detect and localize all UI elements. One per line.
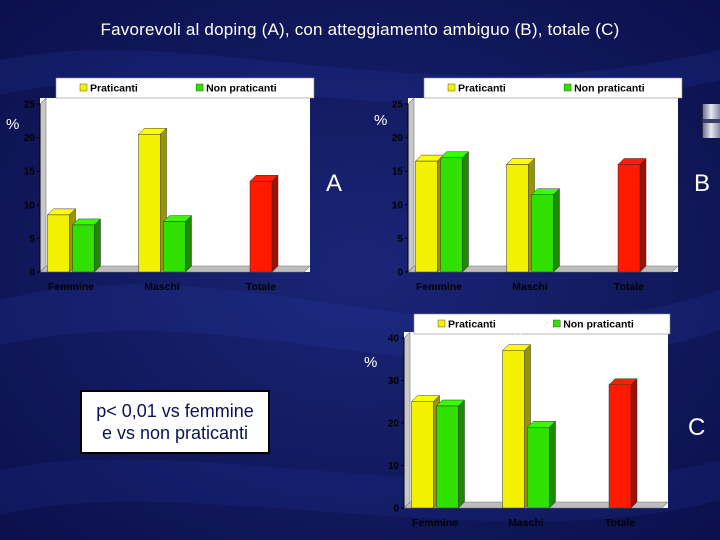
chart-c-bar-totale-totale-front [608, 384, 632, 509]
chart-a-bar-totale-totale-front [249, 181, 273, 273]
chart-a-ytick-label: 15 [24, 167, 36, 178]
chart-b-legend-swatch [563, 83, 572, 92]
chart-b-ytick-label: 0 [397, 268, 403, 279]
chart-a-bar-maschi-praticanti-front [138, 133, 161, 273]
chart-b-bar-femmine-non-praticanti-side [462, 151, 469, 273]
chart-b-bar-femmine-praticanti-front [415, 160, 438, 273]
chart-a-ytick-label: 20 [24, 133, 36, 144]
chart-a-bar-femmine-non-praticanti-front [72, 224, 95, 273]
chart-a-legend-swatch [79, 83, 88, 92]
percent-label-a: % [6, 116, 20, 133]
chart-a-ytick-label: 25 [24, 100, 36, 111]
chart-c-ytick-label: 10 [388, 461, 400, 472]
chart-c-bar-totale-totale-side [630, 378, 638, 509]
chart-c-category-label: Femmine [412, 517, 458, 529]
chart-c-bar-maschi-praticanti [501, 344, 532, 509]
chart-a-category-label: Maschi [144, 281, 180, 293]
chart-a-legend-label: Praticanti [90, 83, 138, 95]
chart-c-legend [413, 313, 671, 335]
percent-label-c: % [364, 354, 378, 371]
chart-c-bar-femmine-praticanti-front [411, 401, 434, 509]
chart-c-significance-annotation: ** [513, 330, 524, 346]
gift-box-icon [702, 104, 720, 138]
chart-b-bar-maschi-non-praticanti-side [553, 188, 560, 273]
chart-b-legend-label: Praticanti [458, 83, 506, 95]
chart-b-bar-femmine-non-praticanti-front [440, 157, 463, 273]
chart-b-ytick-label: 10 [392, 200, 404, 211]
chart-c-ytick-label: 0 [393, 504, 399, 515]
chart-b-legend-label: Non praticanti [574, 83, 645, 95]
chart-c-legend-label: Praticanti [448, 319, 496, 331]
percent-label-b: % [374, 112, 388, 129]
chart-b-ytick-label: 15 [392, 167, 404, 178]
chart-c-bar-femmine-non-praticanti-side [458, 399, 465, 509]
chart-b-category-label: Totale [614, 281, 644, 293]
chart-b-legend-swatch [447, 83, 456, 92]
chart-c-bar-femmine-non-praticanti-front [436, 405, 459, 509]
chart-a-legend [55, 77, 315, 99]
chart-b-bar-maschi-non-praticanti [530, 188, 561, 273]
chart-a-ytick-label: 10 [24, 200, 36, 211]
slide-title: Favorevoli al doping (A), con atteggiame… [100, 20, 620, 39]
chart-letter-b: B [694, 170, 711, 197]
chart-a-legend-label: Non praticanti [206, 83, 277, 95]
chart-c-category-label: Totale [605, 517, 635, 529]
chart-a-category-label: Totale [246, 281, 276, 293]
chart-a-legend-swatch [195, 83, 204, 92]
chart-letter-c: C [688, 414, 706, 441]
note-line-1: p< 0,01 vs femmine [96, 401, 254, 421]
chart-b-bar-totale-totale [617, 157, 647, 273]
chart-b-bar-femmine-non-praticanti [439, 151, 470, 273]
chart-a-bar-femmine-non-praticanti [71, 218, 102, 273]
chart-b: 0 5 10 15 20 25 Femmine Maschi Totale Praticanti N… [392, 77, 683, 293]
chart-a: 0 5 10 15 20 25 Femmine Maschi Totale Praticanti N… [24, 77, 315, 293]
chart-c-legend-swatch [552, 319, 561, 328]
chart-c-legend-swatch [437, 319, 446, 328]
chart-c-legend-label: Non praticanti [563, 319, 634, 331]
chart-c-category-label: Maschi [508, 517, 544, 529]
chart-b-ytick-label: 20 [392, 133, 404, 144]
chart-a-bar-maschi-non-praticanti [162, 214, 193, 273]
chart-c-side-wall [403, 331, 411, 509]
chart-a-bar-totale-totale-side [271, 174, 279, 273]
chart-b-bar-totale-totale-side [639, 157, 647, 273]
chart-a-bar-maschi-non-praticanti-front [163, 221, 186, 273]
chart-c-ytick-label: 30 [388, 376, 400, 387]
chart-a-bar-femmine-non-praticanti-side [94, 218, 101, 273]
chart-c-bar-maschi-non-praticanti [526, 420, 557, 509]
chart-b-category-label: Maschi [512, 281, 548, 293]
chart-c-bar-maschi-praticanti-front [502, 350, 525, 509]
chart-c-ytick-label: 20 [388, 419, 400, 430]
chart-b-bar-maschi-praticanti-front [506, 164, 529, 273]
chart-a-significance-annotation: ** [149, 113, 160, 129]
chart-a-ytick-label: 0 [29, 268, 35, 279]
chart-b-ytick-label: 25 [392, 100, 404, 111]
chart-b-bar-totale-totale-front [617, 164, 641, 273]
chart-a-bar-maschi-praticanti [137, 127, 168, 273]
chart-b-category-label: Femmine [416, 281, 462, 293]
chart-c-bar-femmine-non-praticanti [435, 399, 466, 509]
chart-a-category-label: Femmine [48, 281, 94, 293]
chart-b-bar-maschi-non-praticanti-front [531, 194, 554, 273]
chart-b-bar-femmine-praticanti [414, 154, 445, 273]
chart-b-ytick-label: 5 [397, 234, 403, 245]
chart-letter-a: A [326, 170, 343, 197]
chart-c-bar-maschi-non-praticanti-front [527, 427, 550, 509]
chart-b-legend [423, 77, 683, 99]
chart-c: 0 10 20 30 40 Femmine Maschi Totale Praticanti No… [388, 313, 671, 529]
chart-a-bar-totale-totale [249, 174, 279, 273]
chart-a-bar-maschi-non-praticanti-side [185, 214, 192, 273]
note-line-2: e vs non praticanti [101, 423, 249, 443]
chart-b-bar-maschi-praticanti [505, 157, 536, 273]
chart-a-ytick-label: 5 [29, 234, 35, 245]
chart-c-bar-femmine-praticanti [410, 395, 441, 509]
chart-c-ytick-label: 40 [388, 334, 400, 345]
chart-c-bar-maschi-non-praticanti-side [549, 420, 556, 509]
significance-note: p< 0,01 vs femmine e vs non praticanti [80, 390, 270, 454]
chart-c-bar-totale-totale [608, 378, 638, 509]
chart-a-bar-femmine-praticanti [46, 208, 77, 273]
chart-a-bar-femmine-praticanti-front [47, 214, 70, 273]
chart-b-side-wall [407, 97, 415, 273]
chart-a-side-wall [39, 97, 47, 273]
